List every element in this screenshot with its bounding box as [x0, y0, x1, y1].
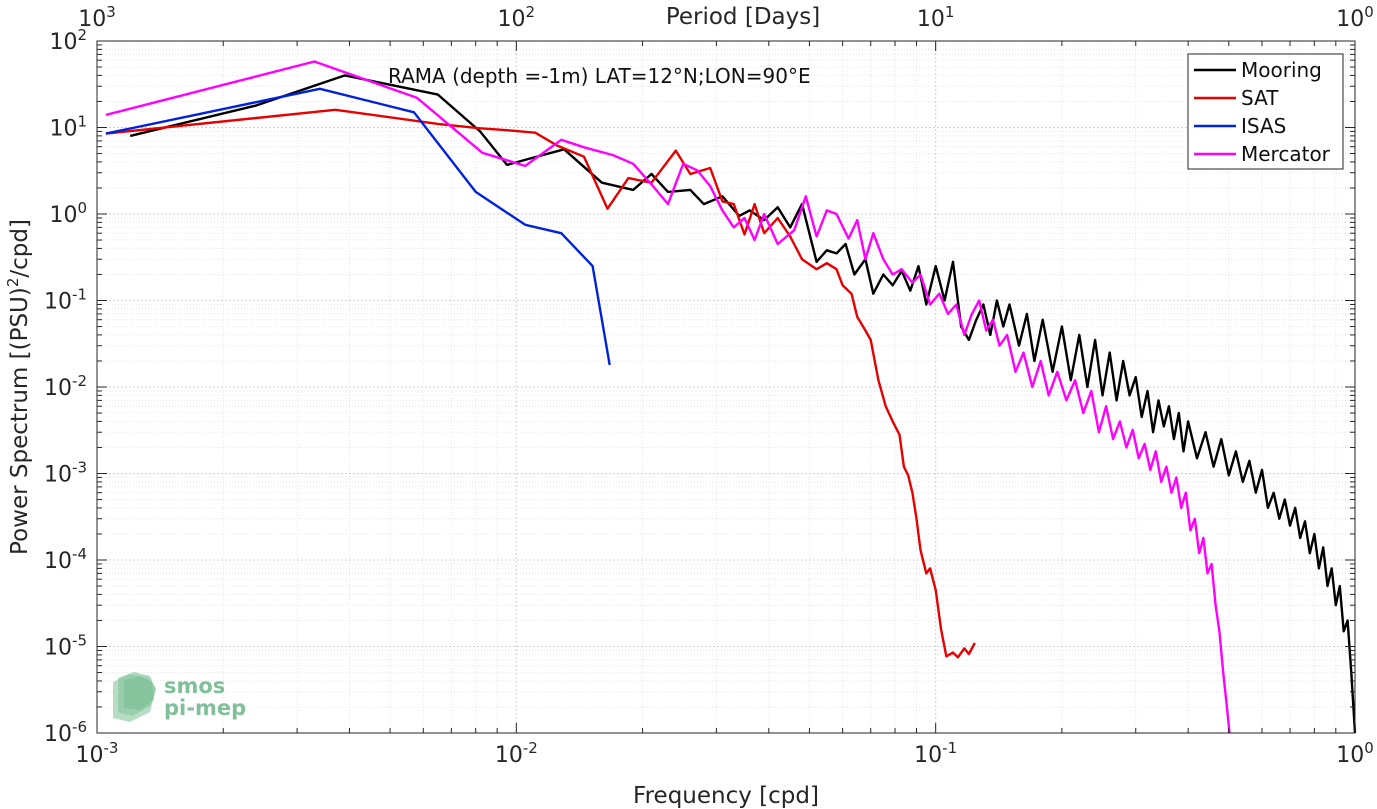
- series-line-sat: [105, 108, 976, 659]
- x-tick-label: 100: [1336, 739, 1374, 768]
- logo-line-2: pi-mep: [164, 696, 246, 720]
- legend-label-isas: ISAS: [1241, 114, 1286, 138]
- legend-label-mooring: Mooring: [1241, 58, 1322, 82]
- top-tick-label: 100: [1336, 3, 1374, 32]
- chart-annotation: RAMA (depth =-1m) LAT=12°N;LON=90°E: [388, 64, 811, 88]
- logo-line-1: smos: [164, 674, 225, 698]
- y-axis-title: Power Spectrum [(PSU)2/cpd]: [4, 219, 33, 555]
- x-tick-label: 10-1: [914, 739, 957, 768]
- top-tick-label: 103: [78, 3, 116, 32]
- legend: Mooring SAT ISAS Mercator: [1187, 53, 1344, 170]
- y-axis-title-main: Power Spectrum [(PSU): [7, 287, 33, 555]
- y-tick-label: 10-2: [44, 372, 87, 401]
- legend-label-sat: SAT: [1241, 86, 1279, 110]
- y-tick-label: 10-1: [44, 286, 87, 315]
- x-tick-label: 10-2: [495, 739, 538, 768]
- x-tick-label: 10-3: [76, 739, 119, 768]
- y-tick-label: 100: [49, 199, 87, 228]
- y-tick-label: 10-5: [44, 632, 87, 661]
- y-axis-title-sup: 2: [4, 278, 22, 288]
- series: [105, 60, 1357, 734]
- series-line-mercator: [105, 60, 1231, 734]
- y-axis-title-end: /cpd]: [7, 219, 33, 278]
- x-axis-title: Frequency [cpd]: [633, 783, 819, 809]
- y-tick-label: 10-6: [44, 718, 87, 747]
- series-line-isas: [105, 87, 611, 366]
- legend-label-mercator: Mercator: [1241, 142, 1331, 166]
- top-axis-title: Period [Days]: [666, 4, 820, 30]
- smos-pi-mep-logo: smos pi-mep: [113, 672, 246, 722]
- top-tick-label: 102: [498, 3, 536, 32]
- y-tick-label: 10-3: [44, 459, 87, 488]
- legend-box: [1187, 53, 1344, 170]
- y-tick-label: 102: [49, 26, 87, 55]
- y-tick-label: 101: [49, 113, 87, 142]
- ticks: [96, 41, 1355, 734]
- top-tick-label: 101: [917, 3, 955, 32]
- y-tick-label: 10-4: [44, 545, 87, 574]
